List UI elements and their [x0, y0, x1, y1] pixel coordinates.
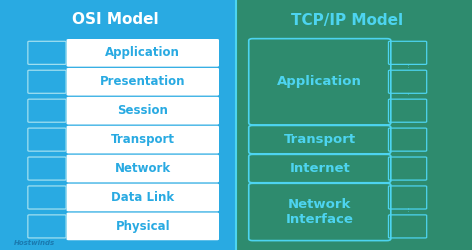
FancyBboxPatch shape	[236, 0, 472, 250]
Text: Presentation: Presentation	[100, 75, 185, 88]
Text: Physical: Physical	[116, 220, 170, 233]
Text: Hostwinds: Hostwinds	[14, 240, 55, 246]
FancyBboxPatch shape	[67, 68, 219, 96]
FancyBboxPatch shape	[67, 212, 219, 240]
FancyBboxPatch shape	[67, 126, 219, 154]
FancyBboxPatch shape	[67, 97, 219, 124]
Text: OSI Model: OSI Model	[72, 12, 159, 28]
Text: TCP/IP Model: TCP/IP Model	[291, 12, 403, 28]
Text: Network: Network	[115, 162, 171, 175]
Text: Network
Interface: Network Interface	[286, 198, 354, 226]
FancyBboxPatch shape	[67, 155, 219, 182]
Text: Application: Application	[105, 46, 180, 59]
FancyBboxPatch shape	[67, 39, 219, 67]
Text: Session: Session	[118, 104, 168, 117]
Text: Transport: Transport	[284, 133, 356, 146]
Text: Application: Application	[278, 75, 362, 88]
Text: Internet: Internet	[289, 162, 350, 175]
Text: Transport: Transport	[111, 133, 175, 146]
Text: Data Link: Data Link	[111, 191, 174, 204]
FancyBboxPatch shape	[67, 184, 219, 211]
